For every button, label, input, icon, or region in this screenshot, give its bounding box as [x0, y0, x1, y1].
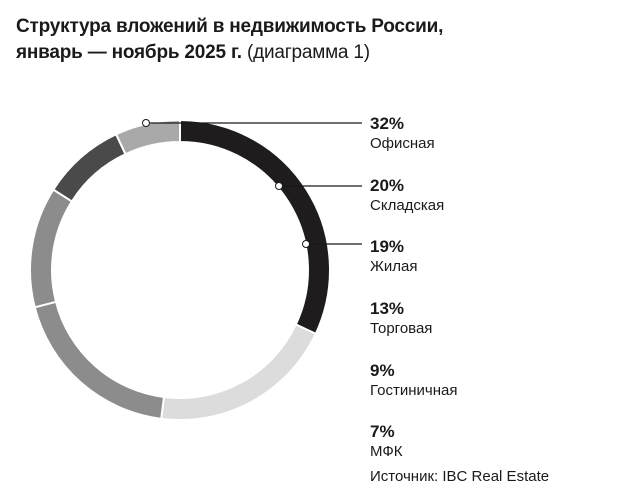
title-line1: Структура вложений в недвижимость России… — [16, 16, 444, 37]
legend-pct: 32% — [370, 114, 405, 133]
donut-slice-2 — [33, 300, 166, 420]
legend-label: Гостиничная — [370, 382, 458, 399]
title-line2: январь — ноябрь 2025 г. — [16, 42, 242, 63]
chart-title: Структура вложений в недвижимость России… — [16, 14, 616, 66]
legend-pct: 9% — [370, 361, 395, 380]
legend-item-office: 32% Офисная — [370, 114, 630, 153]
legend-pct: 19% — [370, 237, 405, 256]
legend-label: Офисная — [370, 135, 435, 152]
leader-dot-2 — [302, 240, 310, 248]
legend-label: Жилая — [370, 258, 418, 275]
leader-dot-1 — [275, 182, 283, 190]
donut-slice-1 — [160, 323, 318, 421]
title-note: (диаграмма 1) — [246, 42, 370, 63]
legend-pct: 13% — [370, 299, 405, 318]
legend-item-mixed-use: 7% МФК — [370, 422, 630, 461]
legend-pct: 7% — [370, 422, 395, 441]
donut-slice-5 — [114, 118, 181, 156]
legend-label: Торговая — [370, 320, 433, 337]
leader-dot-0 — [142, 119, 150, 127]
legend-pct: 20% — [370, 176, 405, 195]
source-note: Источник: IBC Real Estate — [370, 468, 550, 485]
legend-item-warehouse: 20% Складская — [370, 176, 630, 215]
donut-slice-4 — [51, 132, 127, 203]
legend-item-residential: 19% Жилая — [370, 237, 630, 276]
legend-label: МФК — [370, 443, 403, 460]
legend-item-hotel: 9% Гостиничная — [370, 361, 630, 400]
donut-slice-0 — [179, 118, 331, 336]
donut-slice-3 — [29, 188, 74, 309]
legend-item-retail: 13% Торговая — [370, 299, 630, 338]
legend-label: Складская — [370, 197, 445, 214]
